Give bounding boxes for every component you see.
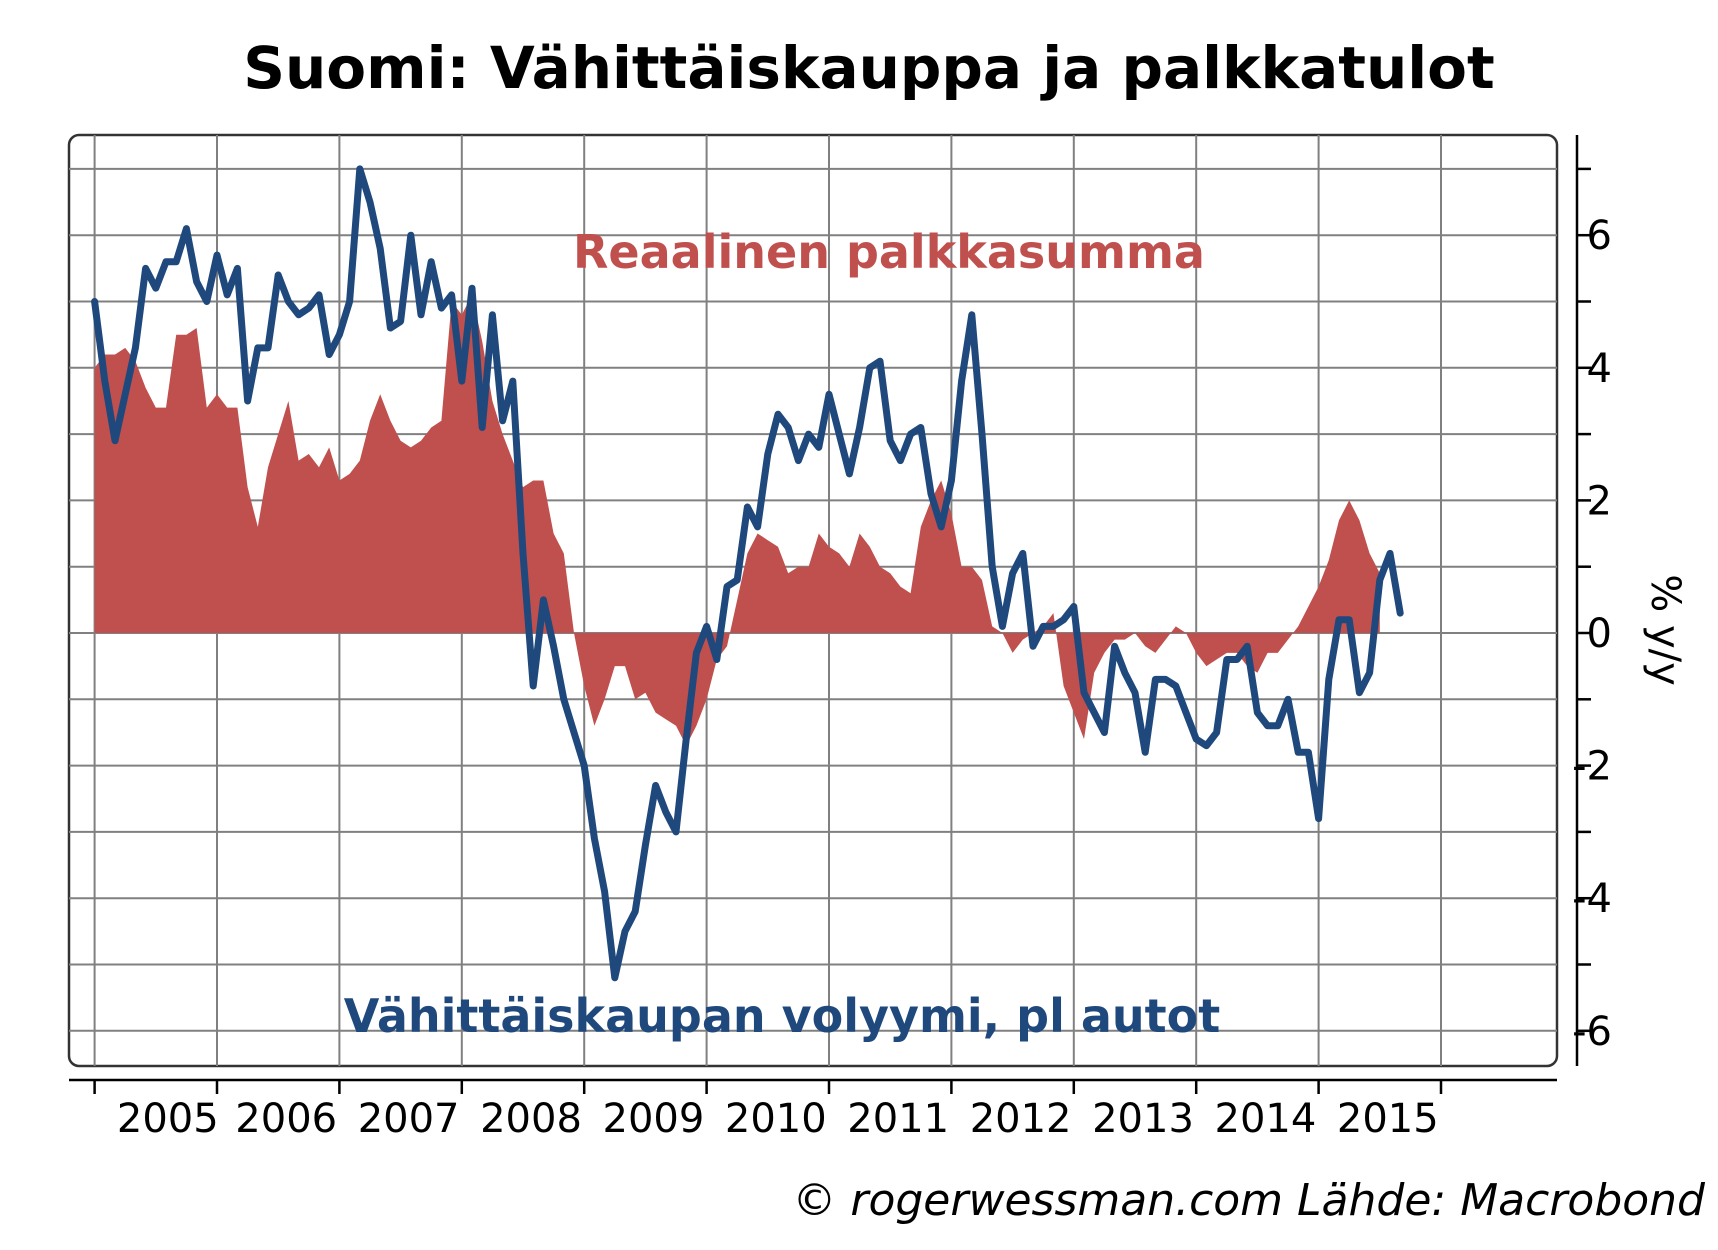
y-tick-label: 0 bbox=[1587, 611, 1612, 657]
y-tick-label: 2 bbox=[1587, 478, 1612, 524]
series-area-wage-sum bbox=[94, 294, 1380, 746]
line-layer bbox=[91, 165, 1404, 982]
x-tick-label: 2009 bbox=[603, 1096, 705, 1142]
x-tick-label: 2007 bbox=[358, 1096, 460, 1142]
x-tick-label: 2011 bbox=[847, 1096, 949, 1142]
y-tick-label: -6 bbox=[1572, 1009, 1612, 1055]
x-tick-label: 2008 bbox=[480, 1096, 582, 1142]
x-tick-label: 2015 bbox=[1337, 1096, 1439, 1142]
axes: -6 -4 -2 0 2 4 6 2005 2006 2007 2008 2009 2010 2011 20… bbox=[69, 135, 1612, 1142]
source-credit: © rogerwessman.com Lähde: Macrobond bbox=[792, 1175, 1706, 1226]
y-tick-label: 6 bbox=[1587, 213, 1612, 259]
x-tick-label: 2014 bbox=[1215, 1096, 1317, 1142]
x-tick-label: 2010 bbox=[725, 1096, 827, 1142]
y-tick-label: 4 bbox=[1587, 346, 1612, 392]
area-layer bbox=[94, 294, 1380, 746]
y-tick-label: -2 bbox=[1572, 744, 1612, 790]
y-tick-label: -4 bbox=[1572, 876, 1612, 922]
annotation-wage-sum: Reaalinen palkkasumma bbox=[573, 225, 1205, 279]
chart-title: Suomi: Vähittäiskauppa ja palkkatulot bbox=[243, 34, 1495, 102]
x-tick-label: 2006 bbox=[235, 1096, 337, 1142]
y-axis-label: % y/y bbox=[1642, 574, 1688, 686]
series-line-retail-volume bbox=[91, 165, 1404, 982]
x-tick-label: 2012 bbox=[970, 1096, 1072, 1142]
annotation-retail-volume: Vähittäiskaupan volyymi, pl autot bbox=[344, 989, 1221, 1043]
x-tick-label: 2005 bbox=[117, 1096, 219, 1142]
x-tick-label: 2013 bbox=[1092, 1096, 1194, 1142]
